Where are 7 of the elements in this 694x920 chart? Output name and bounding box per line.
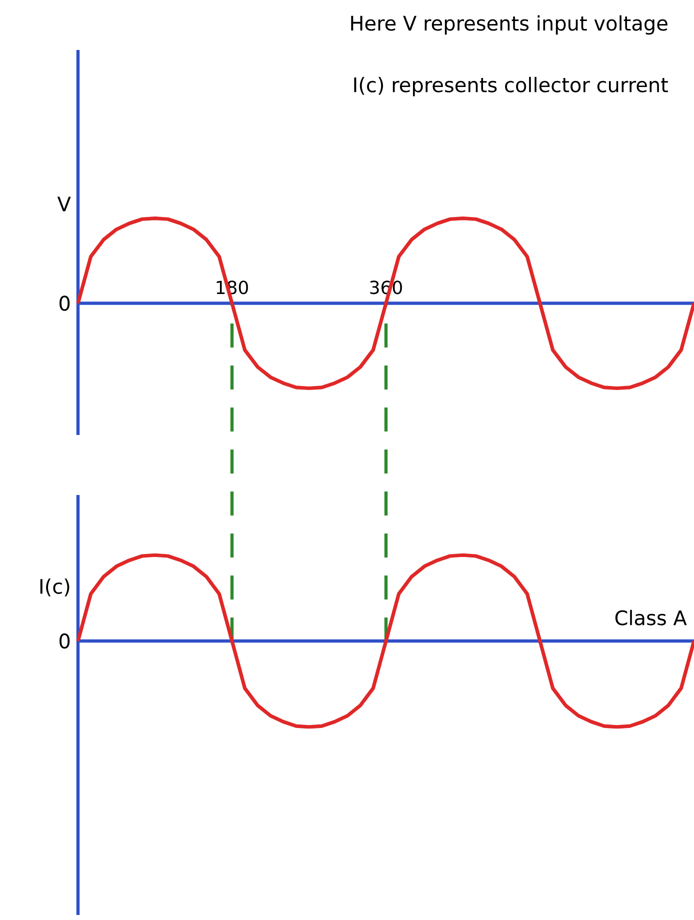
text: Here V represents input voltage xyxy=(351,15,668,35)
text: I(c) represents collector current xyxy=(354,76,668,96)
text: 0 xyxy=(60,296,70,311)
y-axis-title: I(c) xyxy=(40,578,70,596)
text: 0 xyxy=(60,633,70,649)
y-axis-title: V xyxy=(57,196,71,212)
annotation: Class A xyxy=(615,610,687,626)
